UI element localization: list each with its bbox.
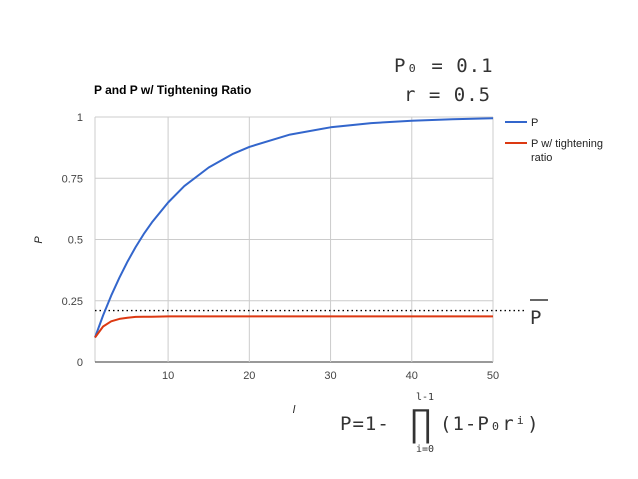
x-tick-label: 50: [487, 370, 499, 382]
y-axis-label: P: [33, 236, 45, 244]
x-axis-label: l: [293, 404, 296, 416]
chart-title: P and P w/ Tightening Ratio: [94, 83, 251, 97]
series-line-1: [94, 117, 494, 338]
x-tick-label: 10: [162, 370, 174, 382]
product-upper: l-1: [416, 392, 434, 403]
legend: P P w/ tightening ratio: [505, 117, 603, 164]
y-tick-label: 0: [77, 357, 83, 369]
series-group: [94, 117, 494, 339]
legend-label-2: P w/ tightening ratio: [531, 138, 603, 164]
x-tick-label: 20: [243, 370, 255, 382]
formula-right: (1-P₀rⁱ): [440, 413, 540, 435]
product-symbol: ∏: [410, 404, 432, 445]
y-axis: 0 0.25 0.5 0.75 1: [62, 112, 83, 369]
y-tick-label: 0.25: [62, 296, 83, 308]
y-tick-label: 0.5: [68, 235, 83, 247]
y-tick-label: 1: [77, 112, 83, 124]
formula-left: P=1-: [340, 413, 390, 435]
x-tick-label: 40: [406, 370, 418, 382]
annotation-p-bar: P: [530, 307, 542, 329]
series-line-2: [94, 315, 493, 339]
legend-label-1: P: [531, 117, 538, 129]
annotation-r: r = 0.5: [404, 84, 491, 106]
y-tick-label: 0.75: [62, 173, 83, 185]
annotation-p0: P₀ = 0.1: [394, 55, 494, 77]
grid: [94, 116, 494, 363]
product-lower: i=0: [416, 444, 434, 455]
x-tick-label: 30: [324, 370, 336, 382]
x-axis: 10 20 30 40 50: [162, 370, 499, 382]
